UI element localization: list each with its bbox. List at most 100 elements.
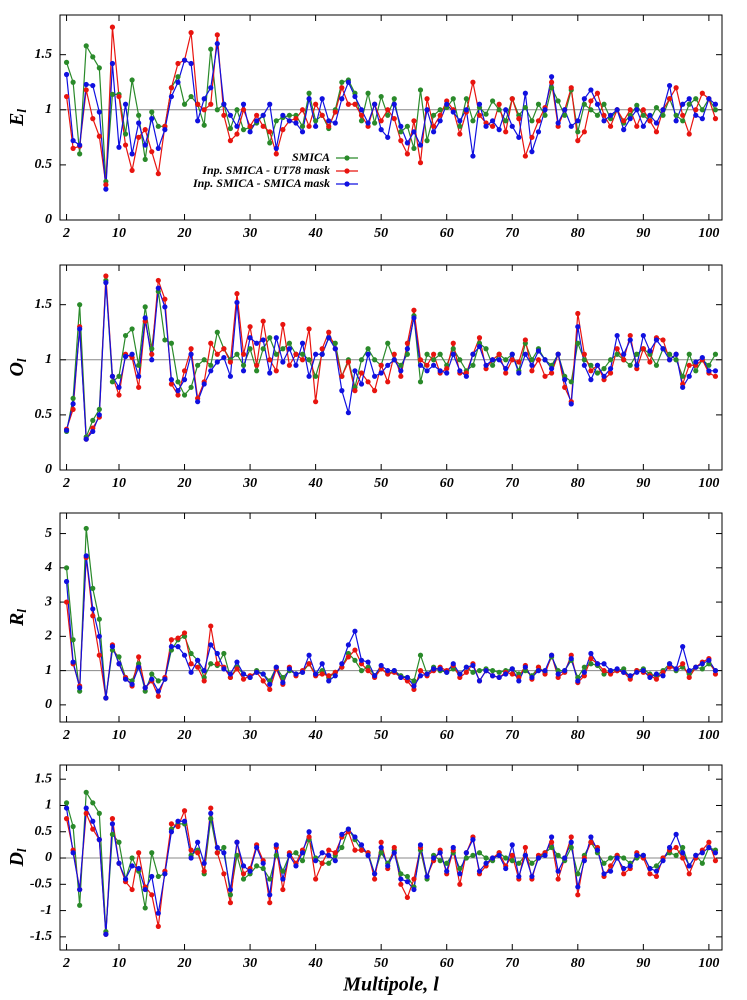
data-point — [83, 43, 89, 49]
data-point — [548, 366, 555, 372]
x-tick-label: 100 — [698, 226, 719, 241]
data-point — [63, 816, 70, 822]
data-point — [614, 332, 620, 339]
data-point — [634, 107, 640, 113]
data-point — [673, 351, 679, 357]
data-point — [476, 868, 483, 874]
data-point — [489, 855, 496, 861]
data-point — [398, 373, 404, 379]
data-point — [273, 335, 279, 341]
data-point — [70, 138, 76, 144]
data-point — [83, 436, 89, 442]
data-point — [535, 118, 542, 124]
x-tick-label: 70 — [505, 956, 519, 971]
data-point — [470, 79, 476, 85]
data-point — [77, 142, 83, 148]
data-point — [640, 123, 646, 129]
data-point — [136, 112, 142, 118]
x-tick-label: 50 — [374, 728, 388, 743]
data-point — [155, 688, 161, 694]
data-point — [280, 868, 286, 874]
data-point — [234, 123, 240, 129]
data-point — [332, 340, 338, 346]
data-point — [476, 335, 483, 341]
data-point — [548, 834, 555, 840]
data-point — [96, 65, 102, 71]
data-point — [588, 377, 594, 383]
data-point — [385, 379, 391, 385]
data-point — [188, 661, 194, 667]
data-point — [640, 852, 646, 858]
x-tick-label: 100 — [698, 728, 719, 743]
data-point — [201, 860, 207, 866]
data-point — [260, 112, 266, 118]
x-axis-label: Multipole, l — [342, 974, 439, 995]
data-point — [712, 368, 719, 374]
data-point — [588, 368, 594, 374]
data-point — [358, 381, 365, 387]
data-point — [424, 362, 430, 368]
y-tick-label: 0 — [45, 850, 52, 865]
data-point — [63, 800, 70, 806]
data-point — [293, 116, 299, 122]
data-point — [607, 855, 614, 861]
data-point — [450, 351, 456, 357]
data-point — [155, 678, 161, 684]
data-point — [647, 348, 653, 354]
data-point — [306, 96, 312, 102]
data-point — [476, 678, 483, 684]
data-point — [155, 873, 161, 880]
data-point — [149, 357, 155, 363]
data-point — [562, 855, 568, 861]
data-point — [417, 842, 424, 848]
data-point — [254, 844, 260, 851]
data-point — [588, 362, 594, 368]
data-point — [378, 844, 384, 851]
data-point — [227, 125, 234, 132]
data-point — [267, 370, 273, 376]
data-point — [424, 138, 430, 144]
data-point — [175, 60, 181, 67]
data-point — [168, 377, 175, 383]
data-point — [581, 101, 587, 107]
data-point — [352, 847, 358, 853]
data-point — [358, 842, 365, 848]
data-point — [129, 167, 135, 174]
data-point — [254, 118, 260, 124]
data-point — [496, 357, 502, 363]
data-point — [693, 359, 699, 365]
data-point — [293, 120, 299, 126]
data-point — [319, 351, 325, 357]
data-point — [63, 599, 70, 605]
data-point — [529, 860, 535, 866]
x-tick-label: 10 — [112, 226, 126, 241]
data-point — [142, 886, 148, 893]
data-point — [260, 671, 266, 677]
data-point — [122, 353, 129, 360]
data-point — [483, 362, 489, 368]
data-point — [686, 351, 692, 357]
data-point — [122, 676, 129, 682]
data-point — [299, 340, 306, 346]
data-point — [601, 101, 607, 107]
data-point — [653, 120, 660, 126]
data-point — [529, 368, 535, 374]
data-point — [267, 335, 273, 341]
data-point — [680, 850, 686, 856]
data-point — [686, 871, 692, 877]
series-line — [65, 43, 716, 190]
data-point — [345, 410, 351, 416]
data-point — [221, 112, 227, 118]
data-point — [555, 868, 561, 874]
x-tick-label: 10 — [112, 476, 126, 491]
data-point — [588, 87, 594, 93]
series-line — [65, 555, 716, 699]
data-point — [116, 392, 122, 398]
x-tick-label: 50 — [374, 476, 388, 491]
x-tick-label: 80 — [571, 226, 585, 241]
data-point — [103, 280, 109, 286]
data-point — [712, 850, 719, 856]
data-point — [299, 107, 306, 113]
data-point — [319, 860, 325, 866]
